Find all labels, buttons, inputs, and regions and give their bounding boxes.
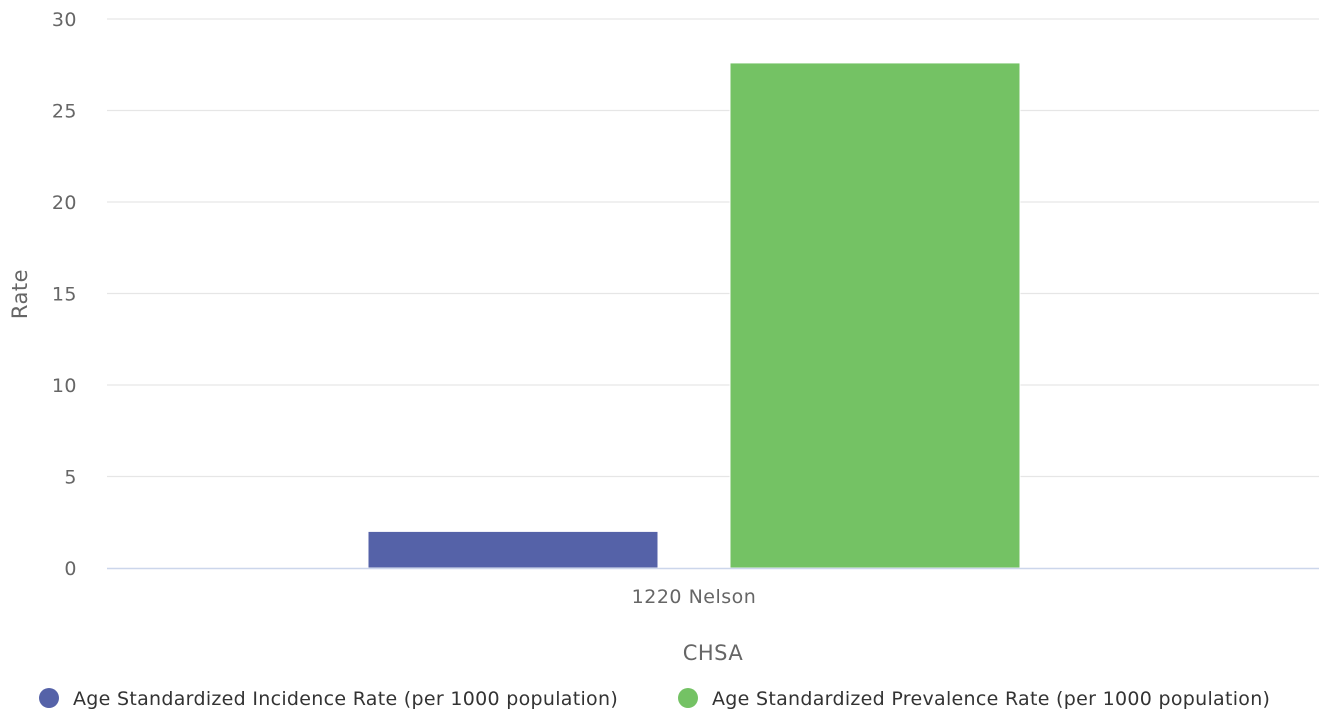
y-tick-label: 15: [52, 284, 77, 306]
y-tick-label: 30: [52, 9, 77, 31]
y-axis-title: Rate: [8, 269, 32, 319]
x-axis-title: CHSA: [683, 641, 744, 665]
y-tick-label: 10: [52, 375, 77, 397]
x-tick-label: 1220 Nelson: [632, 586, 757, 608]
legend-item-incidence[interactable]: Age Standardized Incidence Rate (per 100…: [39, 688, 618, 710]
x-axis-ticks: 1220 Nelson: [632, 586, 757, 608]
y-tick-label: 0: [64, 558, 77, 580]
legend-item-prevalence[interactable]: Age Standardized Prevalence Rate (per 10…: [678, 688, 1270, 710]
y-tick-label: 5: [64, 467, 77, 489]
legend-marker: [678, 688, 698, 708]
legend-label: Age Standardized Incidence Rate (per 100…: [73, 688, 618, 710]
legend-marker: [39, 688, 59, 708]
bars: [367, 62, 1021, 569]
bar-prevalence[interactable]: [729, 62, 1021, 569]
bar-incidence[interactable]: [367, 530, 659, 569]
y-axis-ticks: 0 5 10 15 20 25 30: [52, 9, 77, 580]
grid-lines: [107, 18, 1319, 478]
y-tick-label: 20: [52, 192, 77, 214]
legend: Age Standardized Incidence Rate (per 100…: [39, 688, 1270, 710]
legend-label: Age Standardized Prevalence Rate (per 10…: [712, 688, 1270, 710]
y-tick-label: 25: [52, 101, 77, 123]
